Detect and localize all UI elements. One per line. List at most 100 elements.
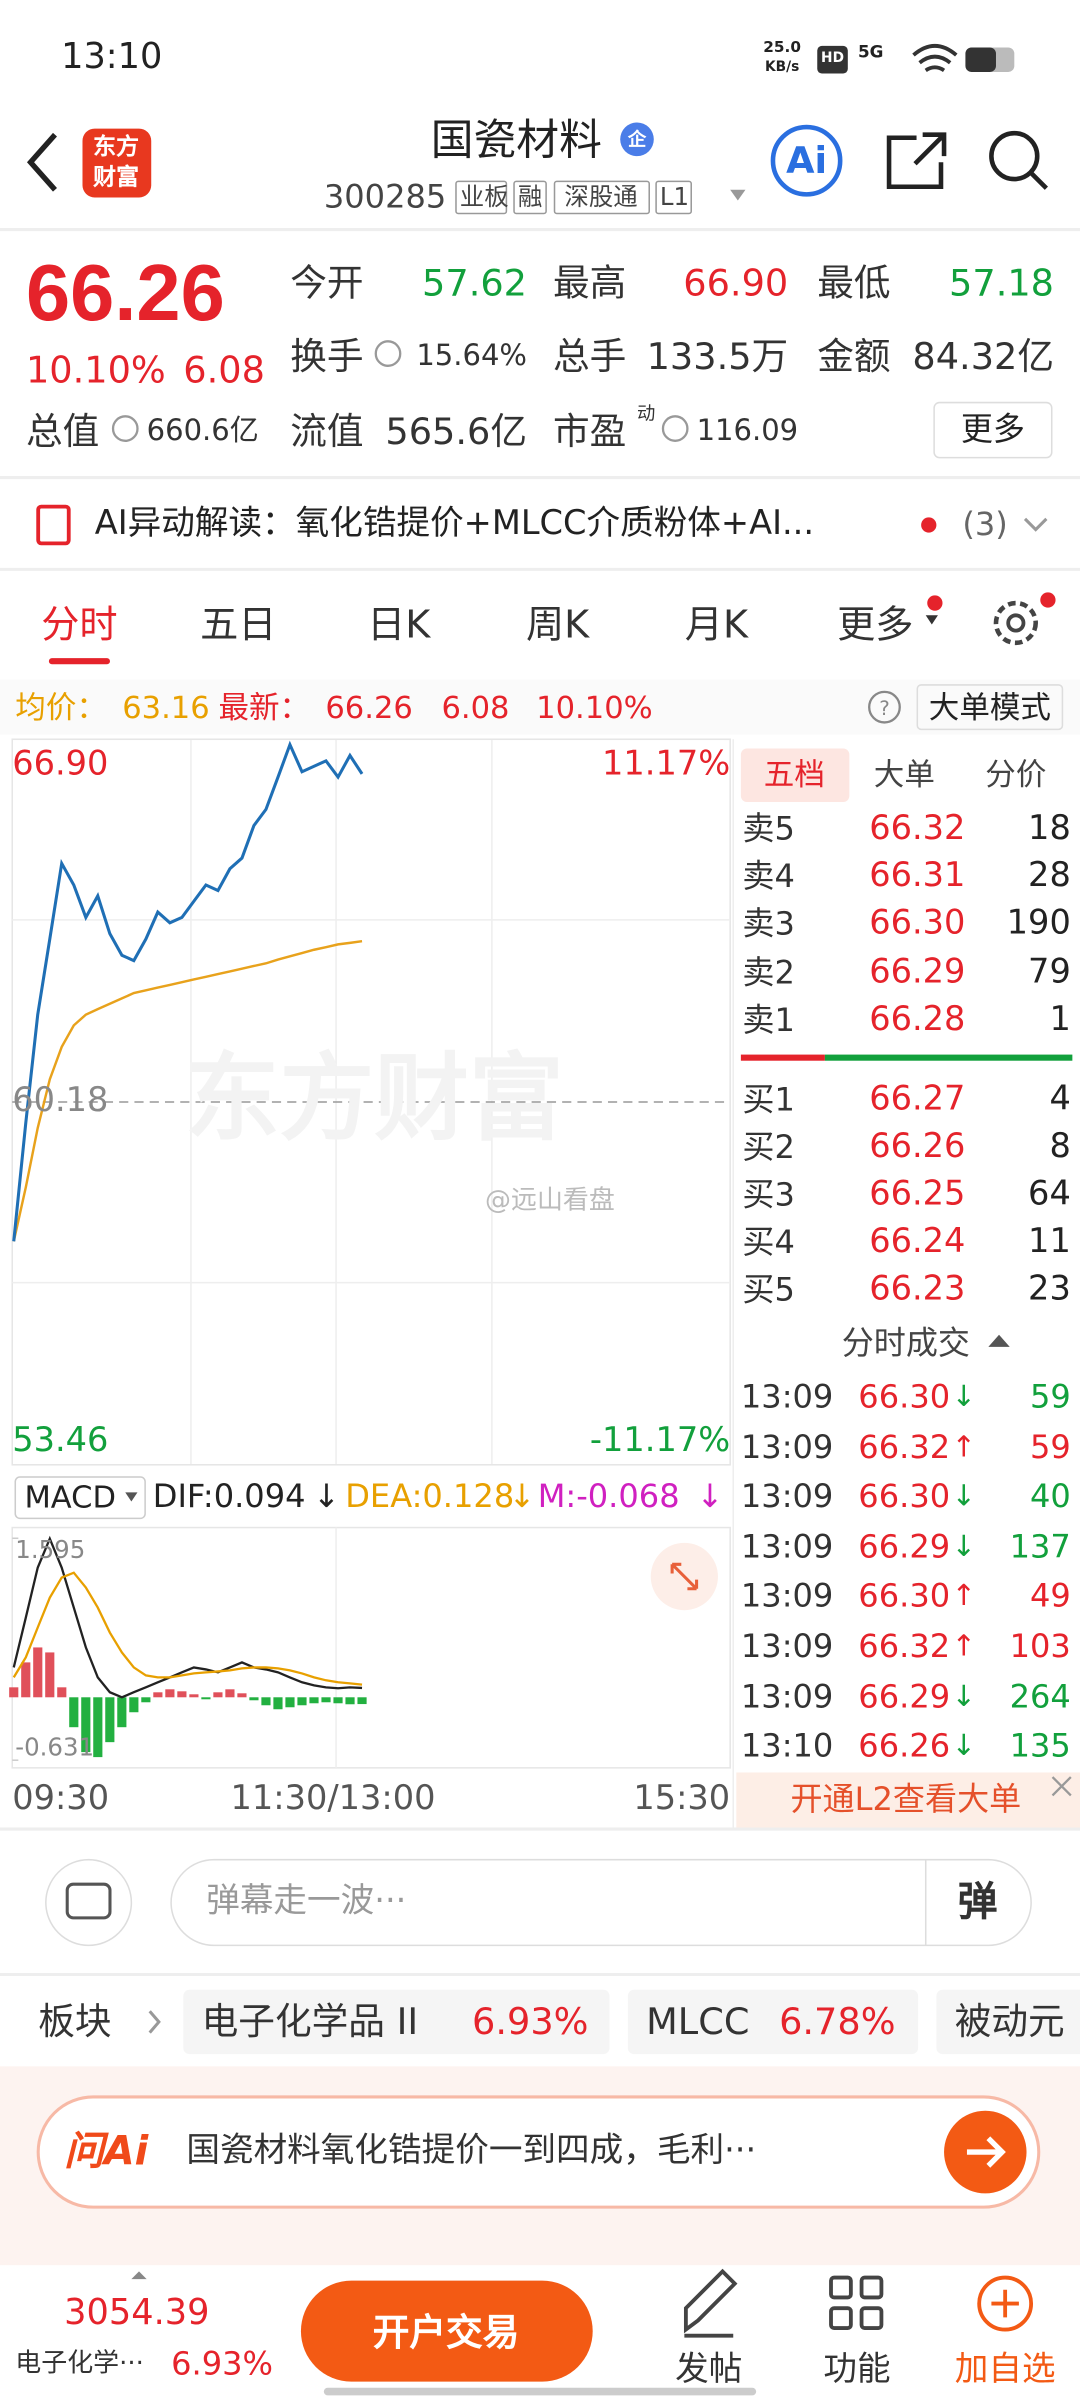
red-dot [921, 517, 937, 533]
func-icon [859, 2275, 884, 2300]
sort-icon [988, 1334, 1010, 1347]
add-icon[interactable] [977, 2275, 1034, 2332]
nav-item[interactable]: 功能 [823, 2351, 891, 2390]
book-tab[interactable]: 五档 [763, 756, 825, 793]
back-icon[interactable] [26, 132, 57, 192]
macd-bar [285, 1697, 295, 1708]
y2-tick-label: -11.17% [589, 1421, 731, 1461]
close-icon[interactable] [1051, 1776, 1072, 1797]
func-icon [829, 2306, 853, 2330]
post-icon[interactable] [683, 2268, 738, 2338]
expand-icon[interactable] [1023, 517, 1048, 532]
x-tick-label: 15:30 [633, 1780, 731, 1819]
macd-bar [225, 1689, 235, 1698]
comment-placeholder[interactable]: 弹幕走一波··· [206, 1882, 407, 1921]
sector-chip[interactable] [936, 1989, 1080, 2055]
dif-label: DIF:0.094 [152, 1477, 306, 1515]
field-label: 市盈 [552, 410, 627, 454]
macd-bar [201, 1697, 211, 1700]
sector-name[interactable]: 被动元 [954, 2000, 1065, 2044]
dropdown-icon[interactable] [730, 189, 746, 201]
sector-name[interactable]: 电子化学品 II [201, 2000, 419, 2044]
l2-text[interactable]: 开通L2查看大单 [790, 1780, 1022, 1818]
avg-line [12, 939, 363, 1242]
comment-icon-ring[interactable] [45, 1858, 133, 1947]
ai-banner-text[interactable]: AI异动解读：氧化锆提价+MLCC介质粉体+AI... [94, 505, 815, 544]
trade-arrow: ↓ [951, 1379, 977, 1414]
sector-name[interactable]: MLCC [646, 2000, 750, 2044]
tab[interactable]: 周K [525, 602, 590, 647]
macd-frame [11, 1526, 731, 1769]
macd-bar [129, 1697, 139, 1713]
sector-chip[interactable] [183, 1989, 610, 2055]
trade-volume: 103 [1009, 1627, 1071, 1665]
trade-time: 13:09 [740, 1528, 834, 1565]
latest-value: 66.26 [325, 688, 413, 726]
macd-bar [345, 1697, 355, 1705]
add-glyph [991, 2289, 1019, 2318]
tab-bg [740, 748, 850, 803]
macd-bar [357, 1697, 367, 1705]
book-volume: 23 [1028, 1270, 1071, 1309]
share-icon[interactable] [886, 132, 947, 190]
sector-chip[interactable] [627, 1989, 919, 2055]
more-button[interactable]: 更多 [933, 401, 1053, 459]
ai-label[interactable]: Ai [786, 139, 828, 183]
book-tab[interactable]: 大单 [873, 756, 935, 793]
avg-label: 均价： [15, 688, 107, 726]
macd-select[interactable] [14, 1476, 146, 1520]
macd-bar [297, 1697, 307, 1706]
danmaku-button[interactable]: 弹 [957, 1879, 998, 1926]
macd-bar [153, 1692, 163, 1698]
macd-bar [69, 1697, 79, 1728]
badge [620, 122, 654, 157]
trade-button[interactable] [300, 2280, 593, 2382]
ask-ai-pill[interactable] [36, 2095, 1041, 2209]
trade-time: 13:09 [740, 1378, 834, 1416]
tag: 融 [513, 180, 547, 215]
tab[interactable]: 五日 [200, 602, 277, 647]
func-icon[interactable] [829, 2275, 853, 2300]
settings-icon[interactable] [993, 600, 1038, 646]
tab[interactable]: 日K [367, 602, 431, 647]
m-arrow: ↓ [696, 1477, 724, 1515]
nav-item[interactable]: 加自选 [954, 2351, 1056, 2390]
up-caret [131, 2271, 147, 2280]
credit: @远山看盘 [485, 1185, 615, 1217]
ask-ai-text[interactable]: 国瓷材料氧化锆提价一到四成，毛利··· [186, 2132, 757, 2171]
field-value: 660.6亿 [146, 414, 259, 448]
tab[interactable]: 月K [684, 602, 749, 647]
macd-bar [141, 1697, 151, 1703]
search-icon[interactable] [989, 130, 1040, 182]
logo-text: 财富 [93, 163, 140, 191]
ai-button[interactable] [770, 124, 843, 197]
home-indicator [323, 2387, 757, 2396]
select-caret [125, 1492, 138, 1502]
book-level: 买4 [742, 1223, 795, 1261]
tag: 深股通 [552, 180, 650, 215]
l2-banner[interactable] [736, 1772, 1080, 1830]
macd-title[interactable]: MACD [24, 1478, 117, 1516]
comment-input[interactable] [170, 1858, 1032, 1947]
info-icon [661, 415, 689, 442]
trade-time: 13:09 [740, 1677, 834, 1715]
book-price: 66.26 [869, 1128, 966, 1167]
book-tab[interactable]: 分价 [985, 756, 1047, 793]
trade-volume: 264 [1009, 1677, 1071, 1715]
book-volume: 11 [1028, 1222, 1071, 1262]
field-value: 133.5万 [646, 335, 789, 379]
field-label: 金额 [817, 335, 891, 379]
ai-report-icon [36, 504, 71, 546]
tab[interactable]: 更多 [837, 602, 914, 647]
red-dot [927, 595, 943, 611]
mode-button[interactable]: 大单模式 [916, 684, 1064, 731]
help-icon[interactable] [868, 690, 901, 724]
trade-arrow: ↑ [951, 1579, 977, 1614]
trade-label[interactable]: 开户交易 [372, 2311, 520, 2355]
trade-time: 13:10 [740, 1727, 834, 1765]
dea-arrow: ↓ [508, 1477, 536, 1515]
nav-item[interactable]: 发帖 [675, 2351, 743, 2390]
tab[interactable]: 分时 [41, 602, 118, 647]
